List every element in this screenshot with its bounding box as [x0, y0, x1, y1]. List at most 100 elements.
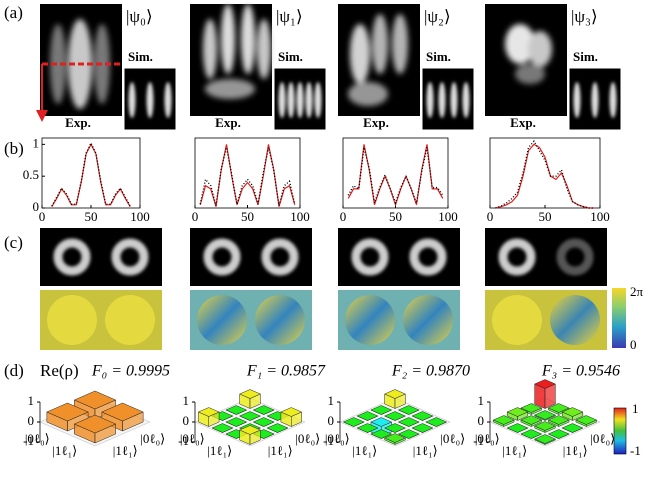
row-label: |0ℓ₀⟩ — [25, 431, 50, 446]
exp-label: Exp. — [65, 115, 91, 130]
col-label: |1ℓ₁⟩ — [563, 443, 588, 458]
row-label: |1ℓ₁⟩ — [502, 443, 527, 458]
density-colorbar — [614, 408, 626, 454]
z-tick-label: 0 — [478, 413, 485, 428]
blob — [463, 82, 470, 118]
blob — [205, 79, 255, 99]
sim-label: Sim. — [573, 49, 598, 64]
blob — [451, 82, 458, 118]
exp-label: Exp. — [510, 115, 536, 130]
col-label: |0ℓ₀⟩ — [440, 431, 465, 446]
z-tick-label: 1 — [478, 393, 485, 408]
blob — [315, 82, 322, 118]
x-tick-label: 100 — [290, 209, 310, 224]
line-series — [200, 148, 295, 206]
blob — [288, 82, 295, 118]
row-label: |1ℓ₁⟩ — [352, 443, 377, 458]
x-tick-label: 100 — [130, 209, 150, 224]
colorbar-label: 1 — [632, 401, 639, 416]
blob — [392, 14, 408, 74]
row-label: |1ℓ₁⟩ — [52, 443, 77, 458]
blob — [165, 82, 172, 118]
plot-frame — [195, 138, 300, 208]
blob — [348, 82, 388, 106]
blob — [297, 82, 304, 118]
phase-disk — [492, 295, 542, 345]
fidelity-title: F₁ = 0.9857 — [246, 363, 326, 380]
sim-label: Sim. — [278, 49, 303, 64]
sim-label: Sim. — [426, 49, 451, 64]
sim-label: Sim. — [128, 49, 153, 64]
blob — [350, 24, 370, 84]
z-tick-label: 0 — [328, 413, 335, 428]
row-label: |0ℓ₀⟩ — [180, 431, 205, 446]
phase-disk — [255, 295, 305, 345]
blob — [241, 4, 255, 74]
x-tick-label: 0 — [39, 209, 46, 224]
state-label: |ψ₁⟩ — [276, 7, 303, 26]
blob — [147, 82, 154, 118]
row-label: |0ℓ₀⟩ — [325, 431, 350, 446]
x-tick-label: 0 — [192, 209, 199, 224]
blob — [427, 82, 434, 118]
phase-disk — [47, 295, 97, 345]
phase-disk — [345, 295, 395, 345]
col-label: |1ℓ₁⟩ — [113, 443, 138, 458]
line-series — [52, 143, 130, 206]
blob — [203, 19, 217, 79]
fidelity-title: F₂ = 0.9870 — [391, 363, 470, 380]
phase-disk — [550, 295, 600, 345]
exp-label: Exp. — [215, 115, 241, 130]
col-label: |0ℓ₀⟩ — [295, 431, 320, 446]
fidelity-title: F₀ = 0.9995 — [91, 363, 170, 380]
colorbar-label: 2π — [630, 284, 644, 299]
plot-frame — [490, 138, 600, 208]
blob — [221, 4, 235, 74]
col-label: |0ℓ₀⟩ — [590, 431, 615, 446]
exp-label: Exp. — [363, 115, 389, 130]
blob — [257, 19, 271, 79]
y-tick-label: 0 — [33, 199, 40, 214]
blob — [372, 14, 388, 74]
line-series — [496, 144, 595, 208]
state-label: |ψ₀⟩ — [126, 7, 153, 26]
y-tick-label: 0.5 — [23, 167, 39, 182]
density-title: Re(ρ) — [40, 361, 79, 380]
blob — [528, 31, 552, 67]
x-tick-label: 0 — [487, 209, 494, 224]
col-label: |1ℓ₁⟩ — [413, 443, 438, 458]
z-tick-label: 1 — [28, 393, 35, 408]
row-label: |0ℓ₀⟩ — [475, 431, 500, 446]
panel-label: (a) — [4, 3, 23, 22]
line-series — [52, 144, 130, 206]
blob — [515, 64, 545, 84]
x-tick-label: 100 — [590, 209, 610, 224]
fidelity-title: F₃ = 0.9546 — [541, 363, 620, 380]
panel-label: (c) — [4, 233, 23, 252]
phase-colorbar — [612, 288, 626, 348]
z-tick-label: 0 — [28, 413, 35, 428]
phase-disk — [197, 295, 247, 345]
line-series — [496, 141, 595, 208]
figure: (a) (b) (c) (d) Re(ρ) 2π 0 1 -1 |ψ₀⟩Sim.… — [0, 0, 662, 487]
blob — [129, 82, 136, 118]
blob — [592, 82, 599, 118]
x-tick-label: 100 — [438, 209, 458, 224]
state-label: |ψ₂⟩ — [424, 7, 451, 26]
z-tick-label: 0 — [183, 413, 190, 428]
blob — [574, 82, 581, 118]
x-tick-label: 50 — [241, 209, 254, 224]
blob — [610, 82, 617, 118]
blob — [279, 82, 286, 118]
col-label: |1ℓ₁⟩ — [268, 443, 293, 458]
z-tick-label: 1 — [183, 393, 190, 408]
y-tick-label: 1 — [33, 135, 40, 150]
phase-disk — [105, 295, 155, 345]
x-tick-label: 0 — [340, 209, 347, 224]
colorbar-label: 0 — [630, 337, 637, 352]
x-tick-label: 50 — [539, 209, 552, 224]
colorbar-label: -1 — [630, 443, 641, 458]
blob — [439, 82, 446, 118]
state-label: |ψ₃⟩ — [571, 7, 598, 26]
x-tick-label: 50 — [85, 209, 98, 224]
